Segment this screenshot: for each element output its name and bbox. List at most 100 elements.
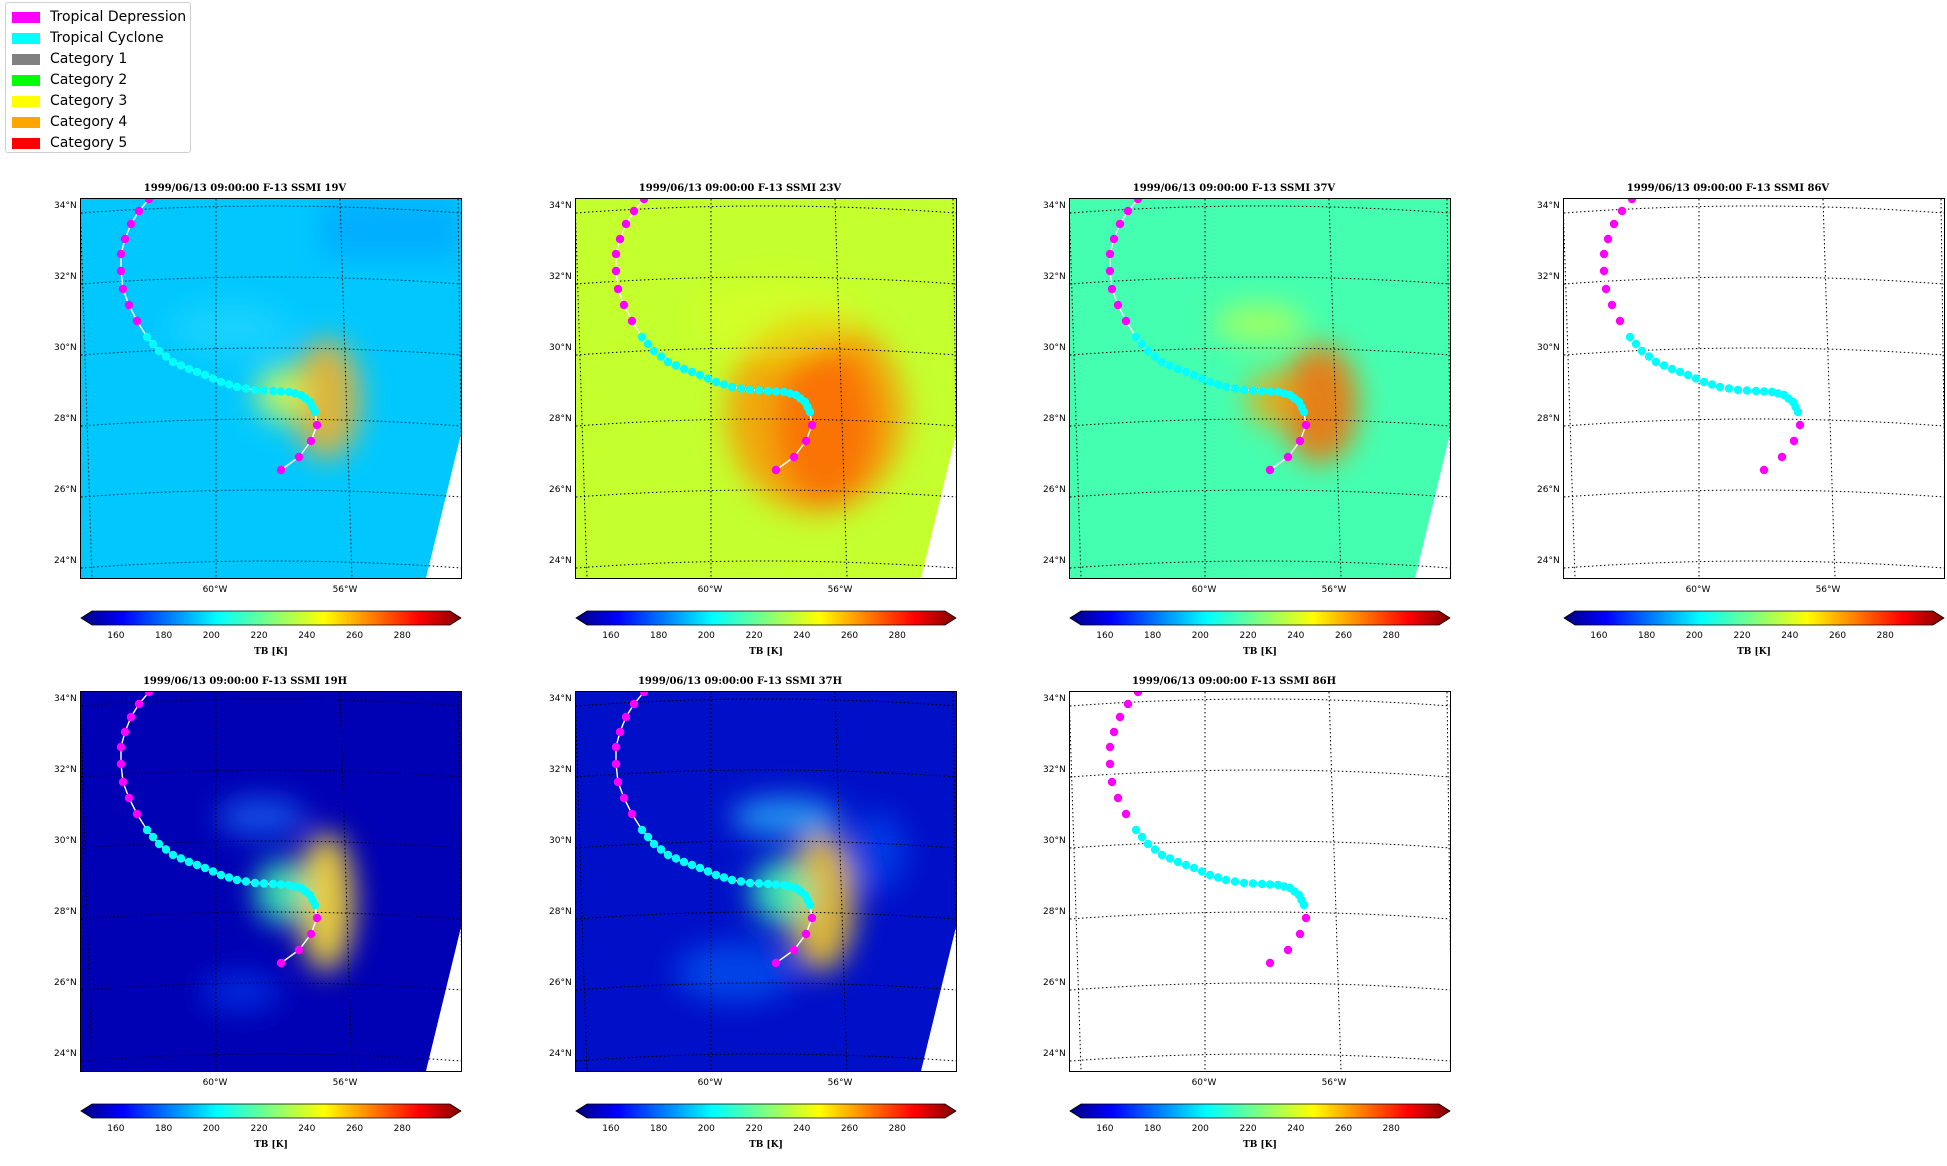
tropical-cyclone-point [805,407,815,417]
tropical-depression-point [120,234,130,244]
longitude-label: 56°W [827,1078,853,1088]
tropical-cyclone-point [200,370,210,380]
tropical-cyclone-point [1131,825,1141,835]
panel-title: 1999/06/13 09:00:00 F-13 SSMI 19V [143,183,347,194]
tropical-depression-point [306,436,316,446]
colorbar-tick-label: 160 [1590,631,1608,641]
latitude-label: 32°N [1043,765,1066,775]
tropical-cyclone-point [1197,374,1207,383]
latitude-label: 24°N [1537,556,1560,566]
latitude-label: 28°N [1043,414,1066,424]
tropical-depression-point [771,465,781,475]
tropical-cyclone-point [771,387,781,396]
tropical-cyclone-point [1707,380,1717,389]
longitude-label: 56°W [332,585,358,595]
tropical-cyclone-point [1715,382,1725,392]
tropical-cyclone-point [1699,377,1709,387]
tropical-depression-point [771,958,781,968]
tropical-cyclone-point [727,875,737,885]
swath-edge [921,434,956,578]
colorbar-tick-label: 200 [697,631,715,641]
tropical-cyclone-point [1239,878,1249,888]
tropical-cyclone-point [1691,374,1701,383]
tropical-cyclone-point [232,382,242,392]
tropical-cyclone-point [208,867,218,876]
tropical-depression-point [276,958,286,968]
longitude-label: 56°W [827,585,853,595]
legend-entry: Category 3 [12,91,127,111]
tropical-depression-point [1107,777,1117,787]
latitude-label: 30°N [54,343,77,353]
tropical-cyclone-point [232,875,242,885]
tropical-cyclone-point [763,386,773,396]
colorbar-tick-label: 260 [1828,631,1847,641]
legend-swatch [12,137,40,149]
latitude-label: 34°N [54,201,77,211]
map-panel-86v: 1999/06/13 09:00:00 F-13 SSMI 86V 34°N 32°… [1493,183,1947,673]
tropical-depression-point [118,284,128,294]
tropical-cyclone-point [687,367,697,377]
tropical-cyclone-point [241,384,251,393]
tropical-cyclone-point [1751,386,1761,396]
tropical-depression-point [120,727,130,737]
tropical-depression-point [1617,206,1627,216]
tropical-cyclone-point [771,880,781,889]
latitude-label: 30°N [1043,343,1066,353]
tropical-cyclone-point [250,878,260,888]
colorbar-tick-label: 260 [840,631,859,641]
tropical-cyclone-point [1213,873,1223,882]
legend-entry: Tropical Cyclone [12,28,164,48]
colorbar-tick-label: 280 [888,631,906,641]
colorbar-tick-label: 240 [298,1124,316,1134]
tropical-depression-point [1607,300,1617,310]
storm-track-points [1105,692,1311,968]
colorbar [1563,610,1945,626]
colorbar-tick-label: 160 [1096,1124,1114,1134]
tropical-depression-point [134,699,144,709]
legend-label: Tropical Depression [50,9,187,25]
colorbar-tick-label: 280 [393,1124,411,1134]
tropical-depression-point [613,284,623,294]
tropical-cyclone-point [1683,370,1693,380]
longitude-label: 60°W [202,1078,228,1088]
tropical-depression-point [801,436,811,446]
latitude-label: 32°N [54,272,77,282]
tropical-cyclone-point [711,870,721,880]
tropical-cyclone-point [1205,870,1215,880]
tropical-cyclone-point [1137,339,1147,349]
tropical-cyclone-point [643,339,653,349]
tropical-cyclone-point [1793,407,1803,417]
colorbar-tick-label: 180 [1638,631,1656,641]
map-panel-19v: 1999/06/13 09:00:00 F-13 SSMI 19V 34°N 32°… [10,183,480,673]
latitude-label: 34°N [1043,694,1066,704]
longitude-label: 60°W [202,585,228,595]
tropical-cyclone-point [224,873,234,882]
tropical-depression-point [1301,913,1311,923]
tropical-cyclone-point [161,352,171,361]
colorbar [575,610,957,626]
graticule [81,199,461,578]
latitude-label: 32°N [1537,272,1560,282]
colorbar-tick-label: 220 [250,631,268,641]
tropical-depression-point [1265,958,1275,968]
colorbar-tick-label: 180 [155,631,173,641]
graticule [576,199,956,578]
legend-swatch [12,53,40,65]
tropical-cyclone-point [276,387,286,396]
latitude-label: 28°N [54,907,77,917]
colorbar-label: TB [K] [1737,647,1771,657]
tropical-depression-point [629,206,639,216]
tropical-cyclone-point [1659,361,1669,370]
colorbar-label: TB [K] [254,647,288,657]
tropical-depression-point [1121,316,1131,326]
tropical-depression-point [611,249,621,259]
tropical-cyclone-point [276,880,286,889]
colorbar-label: TB [K] [749,1140,783,1150]
latitude-label: 24°N [54,1049,77,1059]
tropical-cyclone-point [216,377,226,387]
map-canvas [1564,199,1944,578]
tropical-cyclone-point [184,364,194,374]
map-panel-19h: 1999/06/13 09:00:00 F-13 SSMI 19H 34°N 32°… [10,676,480,1166]
colorbar-tick-label: 180 [650,631,668,641]
colorbar-tick-label: 260 [840,1124,859,1134]
